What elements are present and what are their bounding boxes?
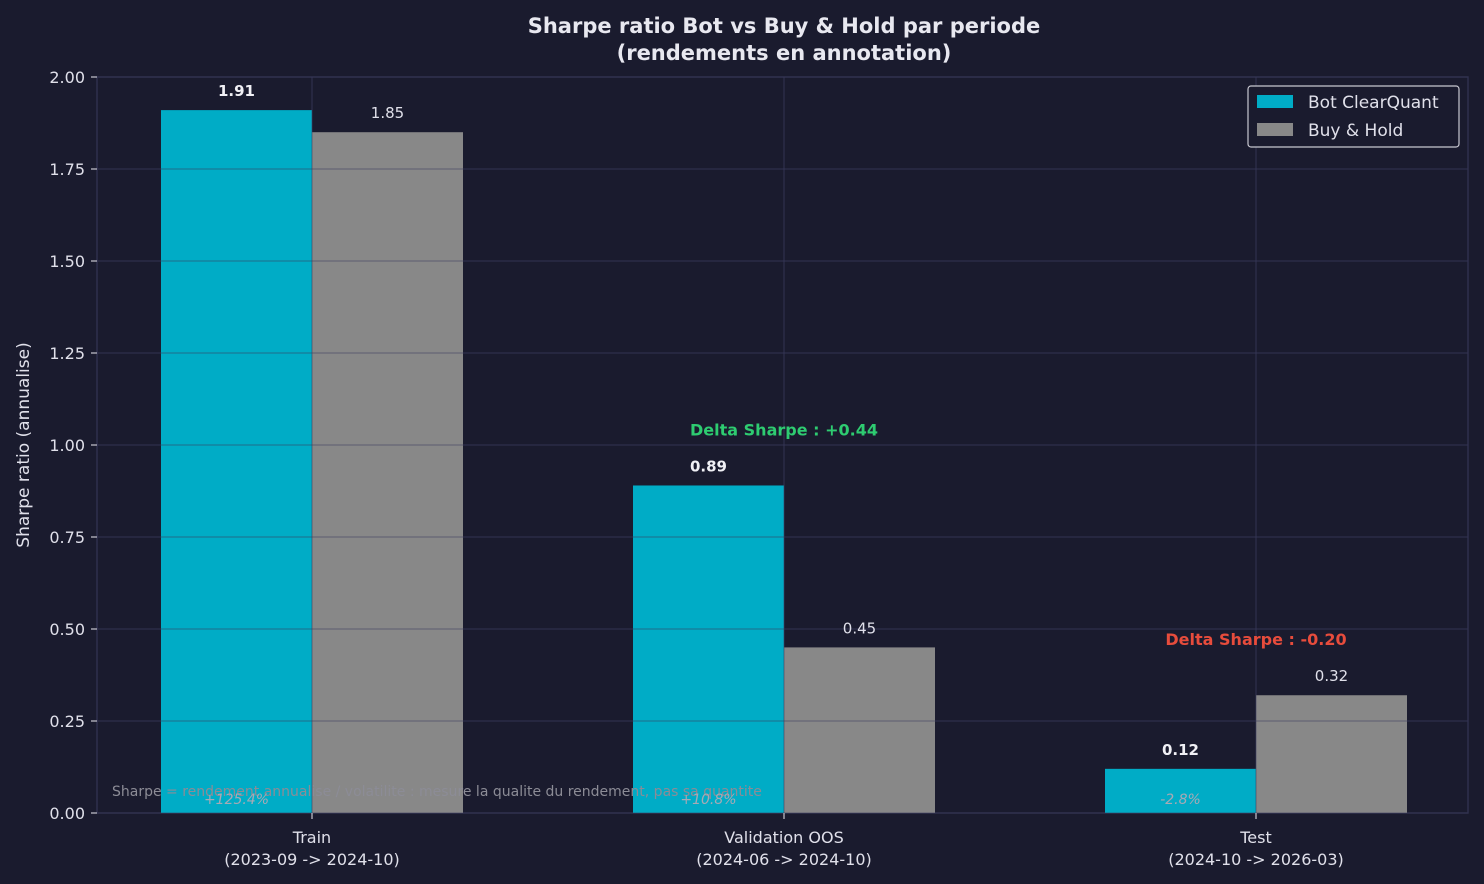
- chart-subtitle: (rendements en annotation): [617, 41, 952, 65]
- y-tick-label: 1.50: [49, 252, 85, 271]
- bar: [161, 110, 312, 814]
- x-tick-label: Train: [292, 828, 331, 847]
- x-tick-period: (2023-09 -> 2024-10): [224, 850, 400, 869]
- legend-label-buy-hold: Buy & Hold: [1308, 121, 1403, 141]
- bar: [1256, 695, 1407, 813]
- y-tick-label: 0.50: [49, 620, 85, 639]
- bar-value-label: 0.45: [843, 619, 876, 637]
- legend-box: [1247, 85, 1460, 148]
- delta-sharpe-annotation: Delta Sharpe : +0.44: [690, 420, 878, 439]
- return-annotation: -2.8%: [1160, 792, 1201, 808]
- legend-label-bot: Bot ClearQuant: [1308, 93, 1439, 113]
- bar: [312, 132, 463, 813]
- bars: [161, 110, 1407, 814]
- bar-value-label: 1.91: [218, 82, 255, 100]
- bar-value-label: 0.32: [1315, 667, 1348, 685]
- bar: [633, 485, 784, 813]
- y-axis-label: Sharpe ratio (annualise): [14, 342, 34, 547]
- bar: [784, 647, 935, 813]
- y-tick-label: 1.00: [49, 436, 85, 455]
- x-tick-label: Test: [1239, 828, 1272, 847]
- footnote: Sharpe = rendement annualise / volatilit…: [112, 784, 762, 800]
- legend-swatch-buy-hold: [1257, 123, 1293, 136]
- y-tick-label: 1.25: [49, 344, 85, 363]
- bar-value-label: 1.85: [371, 104, 404, 122]
- labels: 0.00 0.25 0.50 0.75 1.00 1.25 1.50 1.75 2.00 1.91…: [49, 68, 1348, 869]
- y-tick-label: 0.75: [49, 528, 85, 547]
- y-tick-label: 0.00: [49, 804, 85, 823]
- bar-value-label: 0.12: [1162, 741, 1199, 759]
- x-tick-label: Validation OOS: [724, 828, 843, 847]
- legend: Bot ClearQuant Buy & Hold: [1247, 85, 1460, 148]
- chart-title: Sharpe ratio Bot vs Buy & Hold par perio…: [528, 14, 1041, 38]
- y-tick-label: 1.75: [49, 160, 85, 179]
- overlay-grid: [97, 76, 1468, 814]
- x-tick-period: (2024-06 -> 2024-10): [696, 850, 872, 869]
- bar-value-label: 0.89: [690, 457, 727, 475]
- delta-sharpe-annotation: Delta Sharpe : -0.20: [1165, 630, 1346, 649]
- y-tick-label: 2.00: [49, 68, 85, 87]
- y-tick-label: 0.25: [49, 712, 85, 731]
- return-annotation: +125.4%: [204, 792, 269, 808]
- return-annotation: +10.8%: [680, 792, 736, 808]
- x-tick-period: (2024-10 -> 2026-03): [1168, 850, 1344, 869]
- legend-swatch-bot: [1257, 95, 1293, 108]
- bar: [1105, 768, 1256, 813]
